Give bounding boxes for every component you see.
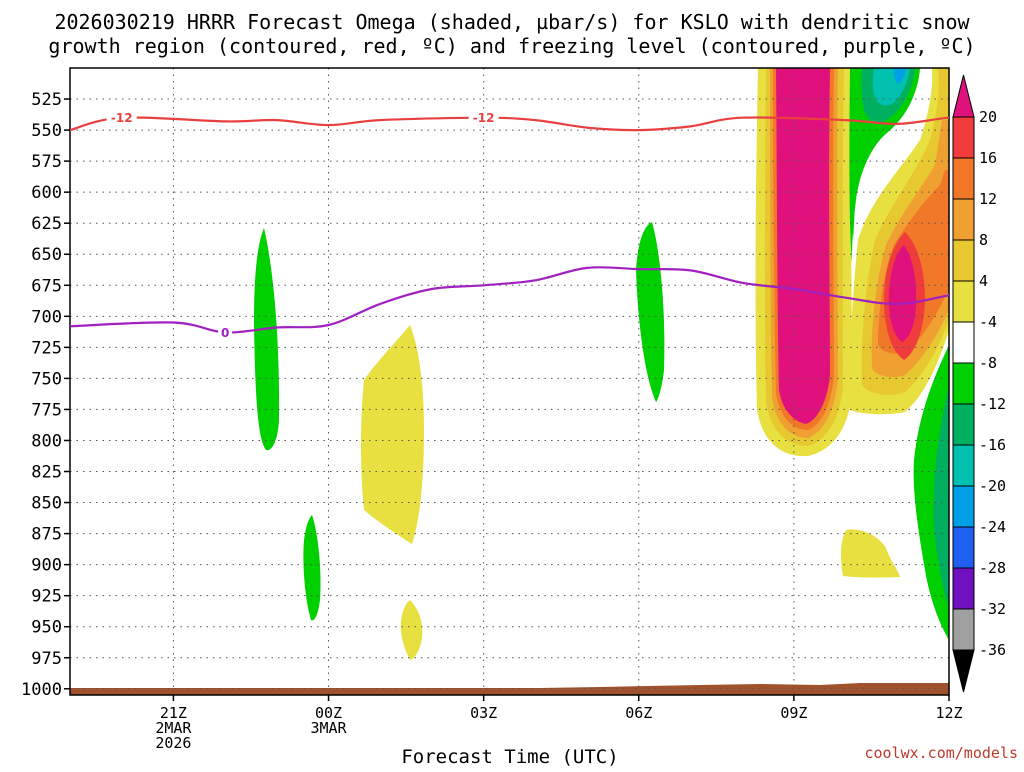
- x-tick-label: 12Z: [935, 704, 962, 722]
- omega-region: [636, 222, 665, 402]
- y-tick-label: 825: [31, 463, 62, 483]
- contour-labels: -12 -12 0: [106, 110, 499, 340]
- omega-region: [841, 529, 900, 578]
- y-tick-label: 650: [31, 245, 62, 265]
- colorbar-swatch: [952, 74, 975, 118]
- colorbar: 20 16 12 8 4 -4 -8 -12 -16 -20 -24 -28 -32 -36: [952, 74, 1006, 693]
- y-tick-label: 850: [31, 494, 62, 514]
- x-tick-label: 00Z: [315, 704, 342, 722]
- x-tick-label: 06Z: [625, 704, 652, 722]
- colorbar-swatch: [952, 362, 975, 405]
- colorbar-swatch: [952, 157, 975, 200]
- colorbar-label: -16: [979, 436, 1006, 454]
- y-tick-label: 675: [31, 276, 62, 296]
- title-line-2: growth region (contoured, red, ºC) and f…: [48, 34, 975, 58]
- contour-label-bg: [468, 110, 499, 125]
- colorbar-label: 4: [979, 272, 988, 290]
- y-tick-label: 975: [31, 649, 62, 669]
- omega-region: [849, 68, 920, 262]
- omega-region: [894, 68, 906, 84]
- y-tick-label: 875: [31, 525, 62, 545]
- colorbar-label: -20: [979, 477, 1006, 495]
- colorbar-swatch: [952, 116, 975, 159]
- omega-region: [400, 600, 423, 660]
- y-tick-label: 625: [31, 214, 62, 234]
- omega-region: [888, 245, 917, 342]
- colorbar-swatch: [952, 649, 975, 693]
- colorbar-swatch: [952, 403, 975, 446]
- contour-label: -12: [111, 111, 133, 125]
- colorbar-label: -32: [979, 600, 1006, 618]
- colorbar-label: 20: [979, 108, 997, 126]
- y-tick-label: 900: [31, 556, 62, 576]
- colorbar-label: -24: [979, 518, 1006, 536]
- title-line-1: 2026030219 HRRR Forecast Omega (shaded, …: [54, 10, 970, 34]
- colorbar-swatch: [952, 485, 975, 528]
- contour-line: [70, 116, 949, 132]
- plot-frame: [69, 67, 950, 696]
- omega-region: [361, 325, 424, 544]
- omega-region: [850, 120, 856, 240]
- colorbar-label: 8: [979, 231, 988, 249]
- y-tick-label: 775: [31, 400, 62, 420]
- omega-region: [933, 385, 949, 610]
- contour-label-bg: [106, 110, 137, 125]
- contour-label: 0: [221, 326, 229, 340]
- x-axis-label: Forecast Time (UTC): [401, 746, 618, 768]
- colorbar-swatch: [952, 280, 975, 323]
- contour-label: -12: [473, 111, 495, 125]
- y-tick-label: 550: [31, 121, 62, 141]
- colorbar-swatch: [952, 567, 975, 610]
- y-tick-label: 750: [31, 369, 62, 389]
- y-tick-label: 800: [31, 431, 62, 451]
- omega-region: [776, 68, 830, 424]
- colorbar-label: -8: [979, 354, 997, 372]
- x-tick-label: 3MAR: [310, 719, 347, 737]
- omega-shading: [254, 68, 949, 660]
- colorbar-label: -12: [979, 395, 1006, 413]
- colorbar-label: 16: [979, 149, 997, 167]
- colorbar-label: -28: [979, 559, 1006, 577]
- x-tick-label: 03Z: [470, 704, 497, 722]
- colorbar-swatch: [952, 198, 975, 241]
- x-tick-label: 09Z: [780, 704, 807, 722]
- omega-region: [254, 228, 280, 451]
- y-tick-label: 1000: [21, 680, 62, 700]
- x-tick-label: 2MAR: [155, 719, 192, 737]
- y-tick-label: 925: [31, 587, 62, 607]
- colorbar-swatch: [952, 321, 975, 364]
- terrain-ground: [70, 683, 949, 695]
- omega-region: [303, 515, 321, 621]
- y-tick-label: 950: [31, 618, 62, 638]
- y-axis: 525 550 575 600 625 650 675 700 725 750 775 800 825 8…: [21, 90, 70, 700]
- colorbar-swatch: [952, 526, 975, 569]
- y-tick-label: 600: [31, 183, 62, 203]
- y-tick-label: 700: [31, 307, 62, 327]
- y-tick-label: 725: [31, 338, 62, 358]
- colorbar-label: 12: [979, 190, 997, 208]
- y-tick-label: 575: [31, 152, 62, 172]
- site-credit: coolwx.com/models: [864, 744, 1018, 762]
- contour-line: [70, 266, 949, 334]
- colorbar-swatch: [952, 608, 975, 651]
- colorbar-swatch: [952, 444, 975, 487]
- contour-label-bg: [218, 325, 233, 340]
- contour-lines: [70, 116, 949, 334]
- colorbar-label: -36: [979, 641, 1006, 659]
- colorbar-label: -4: [979, 313, 997, 331]
- x-tick-label: 2026: [155, 734, 191, 752]
- y-tick-label: 525: [31, 90, 62, 110]
- x-tick-label: 21Z: [160, 704, 187, 722]
- colorbar-swatch: [952, 239, 975, 282]
